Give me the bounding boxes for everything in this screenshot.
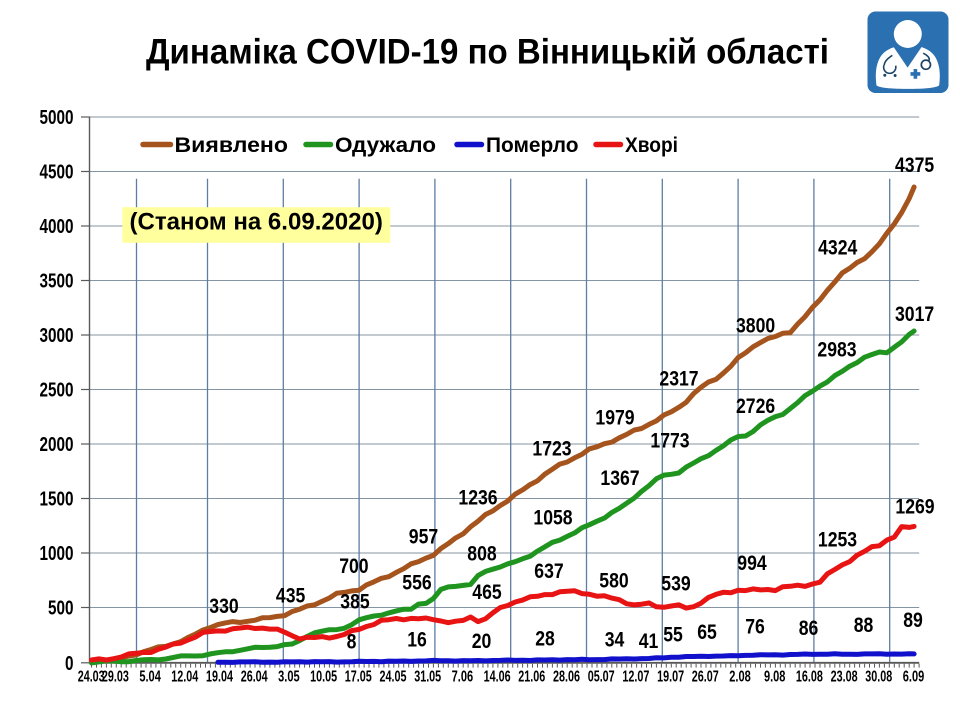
svg-text:Померло: Померло [486,133,579,157]
svg-text:385: 385 [340,591,370,614]
svg-text:2983: 2983 [817,339,856,362]
svg-text:1253: 1253 [818,529,857,552]
svg-text:89: 89 [903,609,923,632]
svg-text:435: 435 [276,584,306,607]
svg-text:26.07: 26.07 [692,669,719,686]
svg-text:20: 20 [472,630,492,653]
svg-text:1058: 1058 [533,507,572,530]
svg-text:Хворі: Хворі [625,133,678,157]
svg-text:3800: 3800 [736,315,775,338]
svg-text:637: 637 [534,560,563,583]
svg-text:19.07: 19.07 [657,669,684,686]
svg-text:34: 34 [605,629,625,652]
svg-text:31.05: 31.05 [414,669,441,686]
svg-text:6.09: 6.09 [903,669,925,686]
svg-text:9.08: 9.08 [764,669,786,686]
svg-text:1500: 1500 [40,489,74,511]
svg-text:2726: 2726 [736,395,775,418]
svg-text:3000: 3000 [40,325,74,347]
svg-text:1000: 1000 [40,543,74,565]
svg-text:2000: 2000 [40,434,74,456]
svg-text:Виявлено: Виявлено [175,133,289,157]
svg-text:21.06: 21.06 [518,669,545,686]
svg-text:5000: 5000 [40,107,74,129]
svg-text:30.08: 30.08 [865,669,892,686]
svg-text:8: 8 [347,631,357,654]
svg-text:1723: 1723 [532,438,571,461]
svg-text:539: 539 [661,573,690,596]
svg-text:05.07: 05.07 [588,669,615,686]
svg-text:500: 500 [48,598,74,620]
svg-text:65: 65 [697,621,717,644]
svg-text:(Станом на 6.09.2020): (Станом на 6.09.2020) [130,209,383,236]
svg-text:957: 957 [409,526,438,549]
svg-text:12.07: 12.07 [622,669,649,686]
svg-text:3017: 3017 [895,303,934,326]
svg-text:7.06: 7.06 [452,669,474,686]
svg-text:1269: 1269 [895,495,934,518]
svg-text:23.08: 23.08 [831,669,858,686]
svg-text:4000: 4000 [40,216,74,238]
svg-text:26.04: 26.04 [241,669,268,686]
svg-text:994: 994 [737,552,767,575]
svg-text:1236: 1236 [458,487,497,510]
svg-text:5.04: 5.04 [139,669,161,686]
svg-text:580: 580 [599,570,628,593]
svg-text:1979: 1979 [595,407,634,430]
svg-text:2500: 2500 [40,380,74,402]
svg-text:16.08: 16.08 [796,669,823,686]
svg-text:86: 86 [799,617,819,640]
svg-text:Динаміка COVID-19 по Вінницькі: Динаміка COVID-19 по Вінницькій області [146,33,829,72]
svg-text:465: 465 [472,581,502,604]
svg-text:3.05: 3.05 [278,669,300,686]
svg-text:808: 808 [467,543,497,566]
svg-text:2317: 2317 [659,368,698,391]
svg-text:4375: 4375 [895,154,934,177]
svg-text:76: 76 [745,616,765,639]
svg-text:1773: 1773 [650,430,689,453]
svg-text:17.05: 17.05 [345,669,372,686]
svg-text:0: 0 [65,653,74,675]
svg-text:700: 700 [339,555,368,578]
svg-text:55: 55 [663,624,683,647]
svg-text:41: 41 [639,630,659,653]
svg-text:16: 16 [407,629,427,652]
svg-text:2.08: 2.08 [729,669,751,686]
svg-text:10.05: 10.05 [310,669,337,686]
svg-text:24.03: 24.03 [78,669,105,686]
svg-text:29.03: 29.03 [102,669,129,686]
svg-text:Одужало: Одужало [335,133,436,157]
svg-text:88: 88 [854,614,874,637]
svg-text:19.04: 19.04 [206,669,233,686]
svg-text:556: 556 [402,572,431,595]
svg-text:4324: 4324 [818,237,857,260]
svg-text:330: 330 [209,595,238,618]
svg-text:1367: 1367 [600,467,639,490]
svg-text:24.05: 24.05 [380,669,407,686]
svg-text:4500: 4500 [40,162,74,184]
svg-text:28.06: 28.06 [553,669,580,686]
svg-text:28: 28 [535,628,555,651]
svg-text:14.06: 14.06 [484,669,511,686]
svg-text:12.04: 12.04 [171,669,198,686]
svg-text:3500: 3500 [40,271,74,293]
